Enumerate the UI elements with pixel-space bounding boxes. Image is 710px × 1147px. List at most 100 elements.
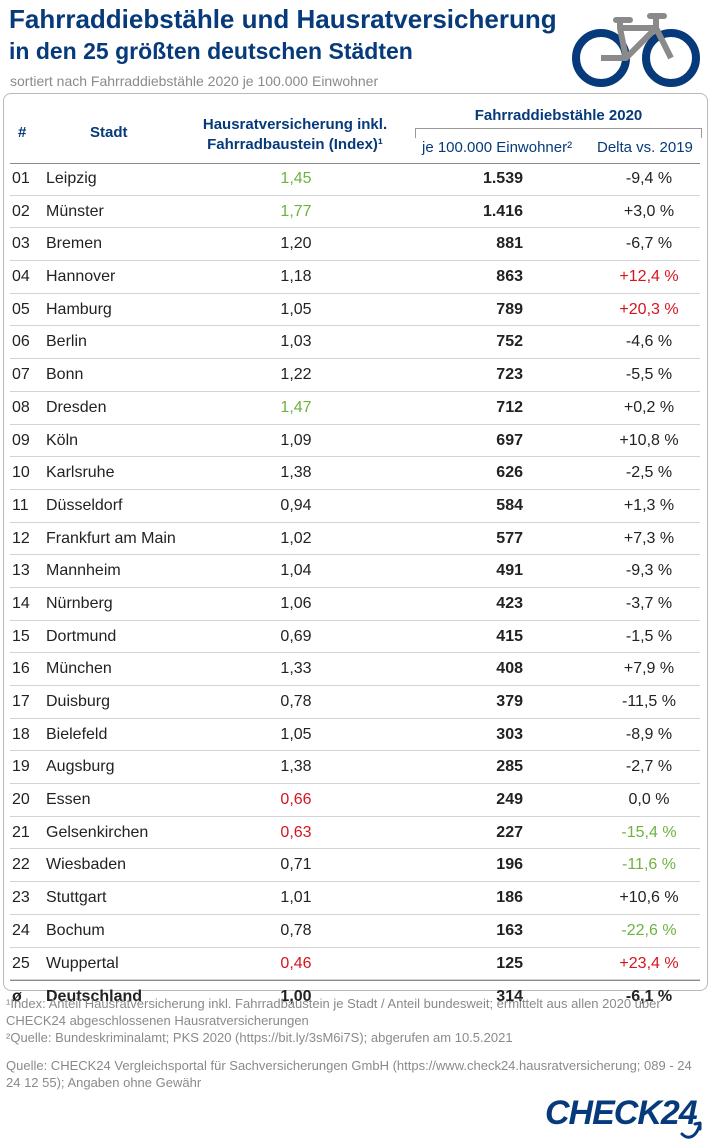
row-city: Frankfurt am Main bbox=[46, 529, 176, 547]
row-rank: 15 bbox=[12, 627, 30, 645]
row-rank: 20 bbox=[12, 791, 30, 809]
table-row: 22 Wiesbaden 0,71 196 -11,6 % bbox=[10, 849, 700, 883]
row-thefts: 626 bbox=[496, 464, 523, 482]
row-index: 1,04 bbox=[280, 562, 312, 580]
row-delta: +23,4 % bbox=[619, 954, 679, 972]
row-thefts: 723 bbox=[496, 366, 523, 384]
row-index: 1,77 bbox=[280, 202, 312, 220]
row-city: Stuttgart bbox=[46, 889, 107, 907]
row-delta: +7,9 % bbox=[623, 660, 675, 678]
group-bracket bbox=[415, 128, 702, 138]
row-rank: 10 bbox=[12, 464, 30, 482]
row-city: Bremen bbox=[46, 235, 103, 253]
table-row: 16 München 1,33 408 +7,9 % bbox=[10, 653, 700, 686]
table-row: 13 Mannheim 1,04 491 -9,3 % bbox=[10, 555, 700, 588]
row-delta: -3,7 % bbox=[625, 594, 673, 612]
page-title: Fahrraddiebstähle und Hausratversicherun… bbox=[9, 4, 557, 34]
row-rank: 03 bbox=[12, 235, 30, 253]
footnote-1: ¹Index: Anteil Hausratversicherung inkl.… bbox=[6, 996, 661, 1028]
row-index: 1,45 bbox=[280, 170, 312, 187]
total-thefts: 314 bbox=[496, 988, 523, 1006]
row-rank: 19 bbox=[12, 758, 30, 776]
row-delta: -8,9 % bbox=[625, 725, 673, 743]
row-thefts: 712 bbox=[496, 398, 523, 416]
row-thefts: 577 bbox=[496, 529, 523, 547]
row-city: Mannheim bbox=[46, 562, 121, 580]
row-delta: -15,4 % bbox=[621, 823, 677, 841]
row-rank: 12 bbox=[12, 529, 30, 547]
row-city: Dresden bbox=[46, 398, 107, 416]
row-delta: -11,6 % bbox=[622, 856, 676, 874]
check24-logo: CHECK24 bbox=[545, 1094, 698, 1132]
table-row: 12 Frankfurt am Main 1,02 577 +7,3 % bbox=[10, 523, 700, 556]
row-rank: 09 bbox=[12, 431, 30, 449]
table-row: 21 Gelsenkirchen 0,63 227 -15,4 % bbox=[10, 817, 700, 850]
row-index: 1,03 bbox=[280, 333, 312, 351]
row-city: Nürnberg bbox=[46, 594, 113, 612]
table-row: 19 Augsburg 1,38 285 -2,7 % bbox=[10, 751, 700, 785]
row-city: Bonn bbox=[46, 366, 84, 384]
total-label: Deutschland bbox=[46, 988, 143, 1006]
row-rank: 01 bbox=[12, 170, 30, 187]
table-row: 09 Köln 1,09 697 +10,8 % bbox=[10, 425, 700, 458]
row-city: Düsseldorf bbox=[46, 496, 123, 514]
row-index: 1,38 bbox=[280, 758, 312, 776]
row-rank: 11 bbox=[12, 496, 29, 514]
table-body: 01 Leipzig 1,45 1.539 -9,4 % 02 Münster 1,77 1.4… bbox=[10, 163, 700, 1011]
row-index: 1,38 bbox=[280, 464, 312, 482]
row-index: 1,09 bbox=[280, 431, 312, 449]
row-index: 0,78 bbox=[280, 921, 312, 939]
table-row: 07 Bonn 1,22 723 -5,5 % bbox=[10, 359, 700, 392]
row-index: 1,18 bbox=[280, 268, 312, 286]
sort-note: sortiert nach Fahrraddiebstähle 2020 je … bbox=[10, 73, 379, 89]
page-subtitle: in den 25 größten deutschen Städten bbox=[9, 38, 413, 64]
table-row: 05 Hamburg 1,05 789 +20,3 % bbox=[10, 294, 700, 327]
row-thefts: 408 bbox=[496, 660, 523, 678]
row-thefts: 752 bbox=[496, 333, 523, 351]
total-symbol: ø bbox=[12, 988, 22, 1006]
row-city: Augsburg bbox=[46, 758, 115, 776]
row-delta: +10,8 % bbox=[619, 431, 679, 449]
row-delta: 0,0 % bbox=[628, 791, 670, 809]
row-city: Münster bbox=[46, 202, 104, 220]
row-rank: 24 bbox=[12, 921, 30, 939]
row-city: Hamburg bbox=[46, 300, 112, 318]
row-city: München bbox=[46, 660, 112, 678]
table-row: 17 Duisburg 0,78 379 -11,5 % bbox=[10, 686, 700, 719]
row-rank: 05 bbox=[12, 300, 30, 318]
row-delta: +7,3 % bbox=[623, 529, 675, 547]
row-index: 0,78 bbox=[280, 693, 312, 710]
row-index: 0,63 bbox=[280, 823, 312, 841]
row-thefts: 423 bbox=[496, 594, 523, 612]
col-header-city: Stadt bbox=[90, 124, 128, 141]
table-row: 11 Düsseldorf 0,94 584 +1,3 % bbox=[10, 490, 700, 523]
row-delta: +20,3 % bbox=[619, 300, 679, 318]
row-city: Gelsenkirchen bbox=[46, 823, 149, 841]
row-thefts: 379 bbox=[496, 693, 523, 710]
table-row: 02 Münster 1,77 1.416 +3,0 % bbox=[10, 196, 700, 229]
row-index: 1,06 bbox=[280, 594, 312, 612]
row-city: Karlsruhe bbox=[46, 464, 115, 482]
table-row: 14 Nürnberg 1,06 423 -3,7 % bbox=[10, 588, 700, 621]
row-thefts: 186 bbox=[496, 889, 523, 907]
row-delta: -11,5 % bbox=[622, 693, 676, 710]
table-frame bbox=[3, 93, 708, 991]
row-city: Bochum bbox=[46, 921, 105, 939]
row-city: Köln bbox=[46, 431, 79, 449]
row-delta: +0,2 % bbox=[623, 398, 675, 416]
bicycle-icon bbox=[572, 13, 700, 87]
row-delta: +10,6 % bbox=[619, 889, 679, 907]
row-index: 1,33 bbox=[280, 660, 312, 678]
row-city: Berlin bbox=[46, 333, 87, 351]
row-index: 1,05 bbox=[280, 300, 312, 318]
col-header-num: # bbox=[18, 124, 27, 141]
row-index: 0,66 bbox=[280, 791, 312, 809]
row-index: 1,47 bbox=[280, 398, 312, 416]
table-row: 23 Stuttgart 1,01 186 +10,6 % bbox=[10, 882, 700, 915]
row-delta: -6,7 % bbox=[625, 235, 673, 253]
row-delta: -22,6 % bbox=[621, 921, 677, 939]
row-city: Bielefeld bbox=[46, 725, 108, 743]
row-thefts: 303 bbox=[496, 725, 523, 743]
row-index: 0,94 bbox=[280, 496, 312, 514]
row-rank: 13 bbox=[12, 562, 30, 580]
